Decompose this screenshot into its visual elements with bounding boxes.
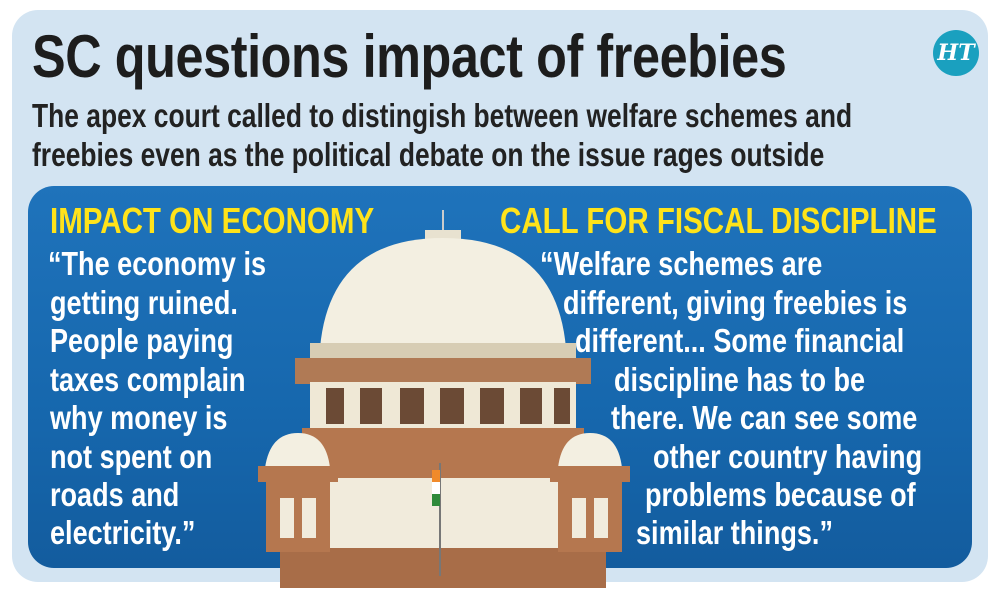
right-quote-line: there. We can see some bbox=[611, 399, 918, 436]
headline: SC questions impact of freebies bbox=[32, 23, 787, 90]
left-quote-line: electricity.” bbox=[50, 514, 196, 551]
right-heading: CALL FOR FISCAL DISCIPLINE bbox=[500, 200, 937, 241]
left-quote-line: roads and bbox=[50, 476, 180, 513]
ht-logo: HT bbox=[933, 30, 979, 76]
subtitle-line-2: freebies even as the political debate on… bbox=[32, 136, 825, 173]
right-quote-line: similar things.” bbox=[636, 514, 833, 551]
supreme-court-building-illustration bbox=[258, 210, 630, 588]
left-quote-line: not spent on bbox=[50, 438, 213, 475]
left-heading: IMPACT ON ECONOMY bbox=[50, 200, 375, 241]
right-quote-line: problems because of bbox=[645, 476, 916, 513]
right-quote-line: discipline has to be bbox=[614, 361, 866, 398]
right-quote-line: other country having bbox=[653, 438, 923, 475]
left-quote-line: “The economy is bbox=[48, 245, 267, 282]
subtitle-line-1: The apex court called to distingish betw… bbox=[32, 97, 853, 134]
left-quote-line: People paying bbox=[50, 322, 234, 359]
left-quote-line: taxes complain bbox=[50, 361, 246, 398]
right-quote-line: different, giving freebies is bbox=[563, 284, 908, 321]
right-quote-line: different... Some financial bbox=[575, 322, 905, 359]
left-quote-line: getting ruined. bbox=[50, 284, 238, 321]
right-quote-line: “Welfare schemes are bbox=[540, 245, 823, 282]
left-quote-line: why money is bbox=[50, 399, 228, 436]
